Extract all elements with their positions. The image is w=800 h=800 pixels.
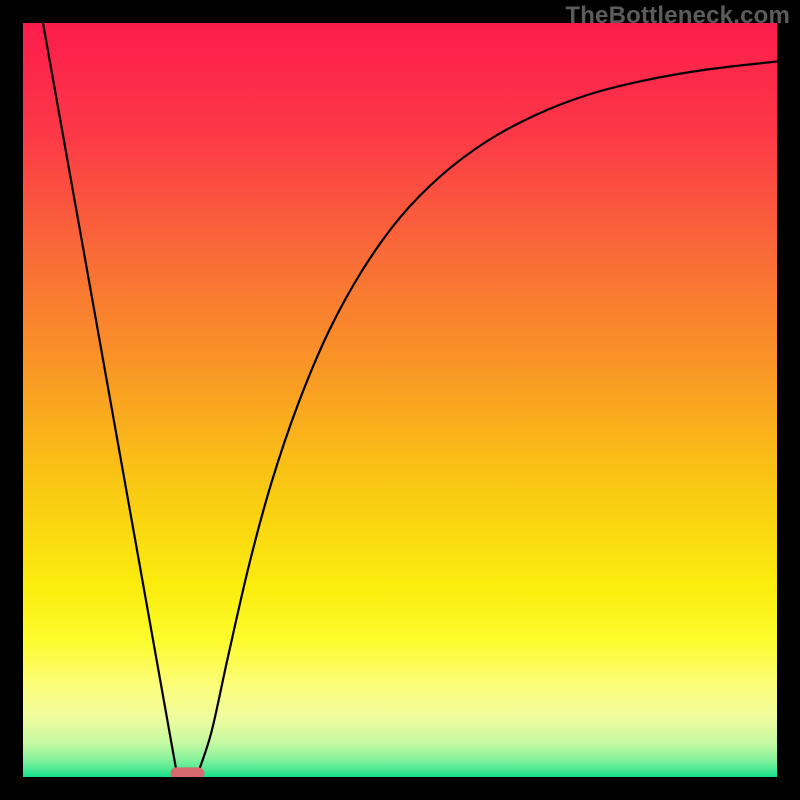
plot-frame	[23, 23, 777, 777]
curve-left-branch	[43, 23, 177, 773]
chart-canvas: TheBottleneck.com	[0, 0, 800, 800]
plot-area	[23, 23, 777, 777]
curve-layer	[23, 23, 777, 777]
watermark-text: TheBottleneck.com	[565, 2, 790, 30]
curve-right-branch	[198, 61, 777, 773]
bottleneck-marker	[171, 768, 204, 777]
